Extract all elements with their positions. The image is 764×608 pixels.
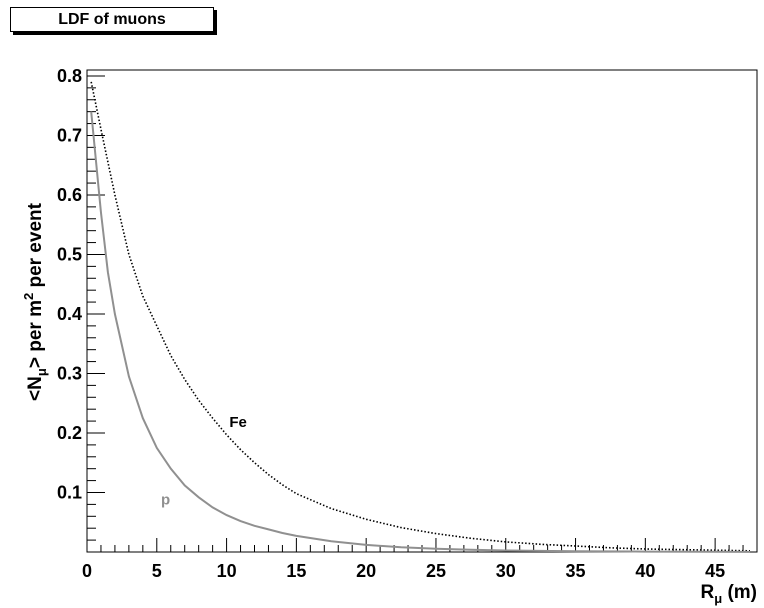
- y-tick-label: 0.1: [57, 482, 82, 502]
- x-axis-ticks: [86, 538, 758, 552]
- x-tick-label: 20: [356, 561, 376, 581]
- x-tick-label: 40: [635, 561, 655, 581]
- x-tick-label: 35: [566, 561, 586, 581]
- series-label-fe: Fe: [229, 414, 247, 431]
- x-tick-label: 25: [426, 561, 446, 581]
- y-tick-label: 0.3: [57, 363, 82, 383]
- series-line-fe: [90, 81, 751, 552]
- series-label-p: p: [161, 491, 170, 508]
- x-tick-label: 30: [496, 561, 516, 581]
- y-tick-label: 0.7: [57, 125, 82, 145]
- y-axis-title: <Nμ> per m2 per event: [21, 202, 49, 401]
- x-tick-label: 10: [217, 561, 237, 581]
- y-axis-tick-labels: 0.1 0.2 0.3 0.4 0.5 0.6 0.7 0.8: [57, 66, 82, 503]
- x-tick-label: 5: [152, 561, 162, 581]
- y-tick-label: 0.4: [57, 304, 82, 324]
- x-axis-tick-labels: 0 5 10 15 20 25 30 35 40 45: [82, 561, 725, 581]
- chart-title: LDF of muons: [10, 7, 214, 32]
- series-group: [90, 81, 751, 553]
- x-tick-label: 0: [82, 561, 92, 581]
- y-tick-label: 0.2: [57, 423, 82, 443]
- x-axis-title: Rμ (m): [700, 582, 757, 606]
- series-line-p: [90, 111, 751, 553]
- x-tick-label: 45: [705, 561, 725, 581]
- annotations-group: Fe p: [161, 414, 247, 508]
- y-tick-label: 0.6: [57, 185, 82, 205]
- y-tick-label: 0.5: [57, 244, 82, 264]
- y-axis-ticks: [87, 75, 105, 553]
- plot-frame: [86, 69, 758, 553]
- y-tick-label: 0.8: [57, 66, 82, 86]
- x-tick-label: 15: [286, 561, 306, 581]
